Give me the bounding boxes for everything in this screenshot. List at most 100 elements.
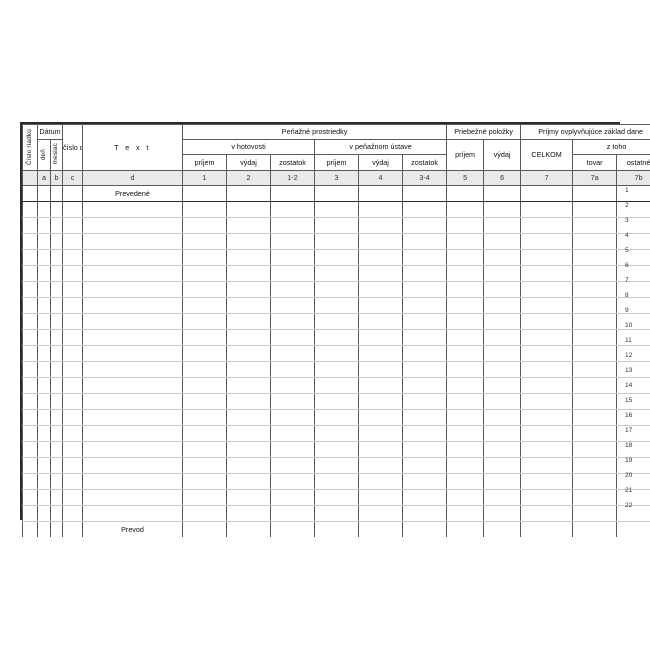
cell-value[interactable] — [22, 505, 38, 522]
cell-value[interactable] — [182, 361, 228, 378]
cell-value[interactable] — [520, 361, 574, 378]
cell-value[interactable] — [62, 313, 84, 330]
cell-value[interactable] — [226, 457, 272, 474]
cell-value[interactable] — [182, 345, 228, 362]
cell-value[interactable] — [49, 217, 64, 234]
cell-value[interactable] — [62, 249, 84, 266]
cell-value[interactable] — [446, 185, 485, 202]
cell-value[interactable] — [572, 329, 618, 346]
cell-value[interactable] — [358, 313, 404, 330]
cell-value[interactable] — [572, 361, 618, 378]
cell-value[interactable] — [62, 425, 84, 442]
cell-value[interactable] — [402, 185, 448, 202]
cell-text[interactable] — [82, 201, 184, 218]
cell-value[interactable] — [49, 249, 64, 266]
cell-value[interactable] — [182, 249, 228, 266]
table-row[interactable] — [22, 409, 650, 426]
cell-text[interactable] — [82, 265, 184, 282]
cell-value[interactable] — [226, 409, 272, 426]
cell-value[interactable] — [446, 345, 485, 362]
cell-value[interactable] — [572, 201, 618, 218]
cell-value[interactable] — [182, 281, 228, 298]
cell-value[interactable] — [358, 489, 404, 506]
cell-value[interactable] — [446, 281, 485, 298]
cell-value[interactable] — [446, 377, 485, 394]
cell-text[interactable] — [82, 425, 184, 442]
cell-value[interactable] — [182, 409, 228, 426]
cell-value[interactable] — [520, 377, 574, 394]
cell-value[interactable] — [314, 505, 360, 522]
cell-value[interactable] — [62, 489, 84, 506]
cell-value[interactable] — [22, 313, 38, 330]
cell-text[interactable] — [82, 489, 184, 506]
cell-value[interactable] — [182, 233, 228, 250]
cell-value[interactable] — [446, 409, 485, 426]
cell-value[interactable] — [62, 505, 84, 522]
cell-value[interactable] — [62, 217, 84, 234]
cell-value[interactable] — [314, 329, 360, 346]
cell-value[interactable] — [314, 489, 360, 506]
cell-value[interactable] — [37, 233, 51, 250]
cell-value[interactable] — [402, 489, 448, 506]
cell-value[interactable] — [358, 425, 404, 442]
cell-value[interactable] — [62, 441, 84, 458]
cell-value[interactable] — [49, 233, 64, 250]
cell-text[interactable] — [82, 217, 184, 234]
cell-value[interactable] — [402, 521, 448, 537]
cell-value[interactable] — [270, 201, 316, 218]
cell-value[interactable] — [358, 345, 404, 362]
cell-value[interactable] — [62, 409, 84, 426]
cell-value[interactable] — [616, 457, 650, 474]
cell-value[interactable] — [22, 409, 38, 426]
cell-value[interactable] — [358, 473, 404, 490]
cell-value[interactable] — [572, 473, 618, 490]
cell-value[interactable] — [402, 201, 448, 218]
cell-value[interactable] — [358, 281, 404, 298]
cell-value[interactable] — [446, 329, 485, 346]
cell-value[interactable] — [520, 521, 574, 537]
cell-text[interactable] — [82, 361, 184, 378]
cell-value[interactable] — [37, 457, 51, 474]
cell-text[interactable]: Prevedené — [82, 185, 184, 202]
cell-value[interactable] — [226, 297, 272, 314]
cell-value[interactable] — [358, 329, 404, 346]
cell-text[interactable] — [82, 233, 184, 250]
cell-value[interactable] — [572, 281, 618, 298]
cell-value[interactable] — [22, 377, 38, 394]
cell-value[interactable] — [270, 185, 316, 202]
cell-value[interactable] — [572, 505, 618, 522]
cell-value[interactable] — [49, 361, 64, 378]
cell-value[interactable] — [314, 297, 360, 314]
cell-value[interactable] — [572, 297, 618, 314]
cell-value[interactable] — [22, 281, 38, 298]
cell-value[interactable] — [483, 521, 522, 537]
cell-value[interactable] — [22, 345, 38, 362]
cell-value[interactable] — [520, 249, 574, 266]
cell-value[interactable] — [314, 345, 360, 362]
cell-value[interactable] — [402, 505, 448, 522]
cell-value[interactable] — [616, 441, 650, 458]
cell-value[interactable] — [402, 361, 448, 378]
cell-value[interactable] — [358, 185, 404, 202]
cell-value[interactable] — [62, 521, 84, 537]
cell-value[interactable] — [572, 425, 618, 442]
cell-value[interactable] — [520, 457, 574, 474]
cell-value[interactable] — [22, 521, 38, 537]
cell-value[interactable] — [62, 457, 84, 474]
cell-value[interactable] — [270, 281, 316, 298]
cell-value[interactable] — [483, 457, 522, 474]
cell-value[interactable] — [520, 505, 574, 522]
cell-value[interactable] — [182, 457, 228, 474]
cell-value[interactable] — [314, 281, 360, 298]
cell-value[interactable] — [62, 281, 84, 298]
cell-value[interactable] — [226, 441, 272, 458]
cell-value[interactable] — [314, 265, 360, 282]
cell-value[interactable] — [62, 393, 84, 410]
cell-value[interactable] — [22, 473, 38, 490]
cell-value[interactable] — [270, 457, 316, 474]
cell-value[interactable] — [483, 441, 522, 458]
cell-value[interactable] — [446, 457, 485, 474]
cell-value[interactable] — [572, 409, 618, 426]
cell-text[interactable] — [82, 505, 184, 522]
cell-value[interactable] — [446, 425, 485, 442]
